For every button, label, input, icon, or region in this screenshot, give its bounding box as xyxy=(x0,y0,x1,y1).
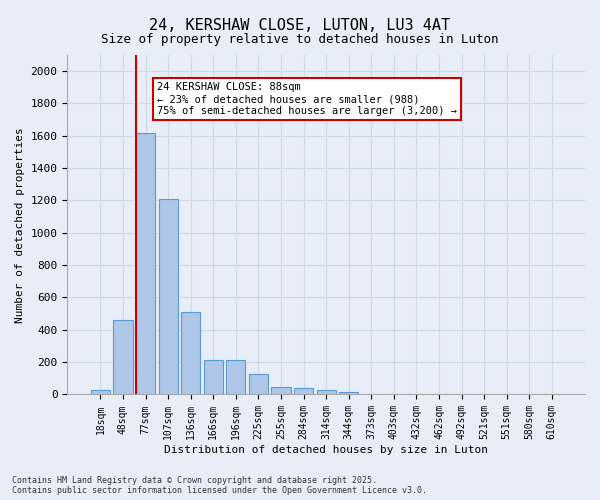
Bar xyxy=(136,132,155,394)
Bar xyxy=(158,199,178,394)
Bar xyxy=(339,392,358,394)
Bar xyxy=(91,390,110,394)
Bar xyxy=(249,374,268,394)
Text: 24, KERSHAW CLOSE, LUTON, LU3 4AT: 24, KERSHAW CLOSE, LUTON, LU3 4AT xyxy=(149,18,451,32)
Y-axis label: Number of detached properties: Number of detached properties xyxy=(15,127,25,322)
Bar xyxy=(226,360,245,394)
Text: Contains HM Land Registry data © Crown copyright and database right 2025.
Contai: Contains HM Land Registry data © Crown c… xyxy=(12,476,427,495)
Bar xyxy=(271,387,290,394)
Bar xyxy=(181,312,200,394)
Bar xyxy=(294,388,313,394)
Text: 24 KERSHAW CLOSE: 88sqm
← 23% of detached houses are smaller (988)
75% of semi-d: 24 KERSHAW CLOSE: 88sqm ← 23% of detache… xyxy=(157,82,457,116)
X-axis label: Distribution of detached houses by size in Luton: Distribution of detached houses by size … xyxy=(164,445,488,455)
Bar xyxy=(203,360,223,394)
Bar xyxy=(317,390,336,394)
Bar xyxy=(113,320,133,394)
Text: Size of property relative to detached houses in Luton: Size of property relative to detached ho… xyxy=(101,32,499,46)
